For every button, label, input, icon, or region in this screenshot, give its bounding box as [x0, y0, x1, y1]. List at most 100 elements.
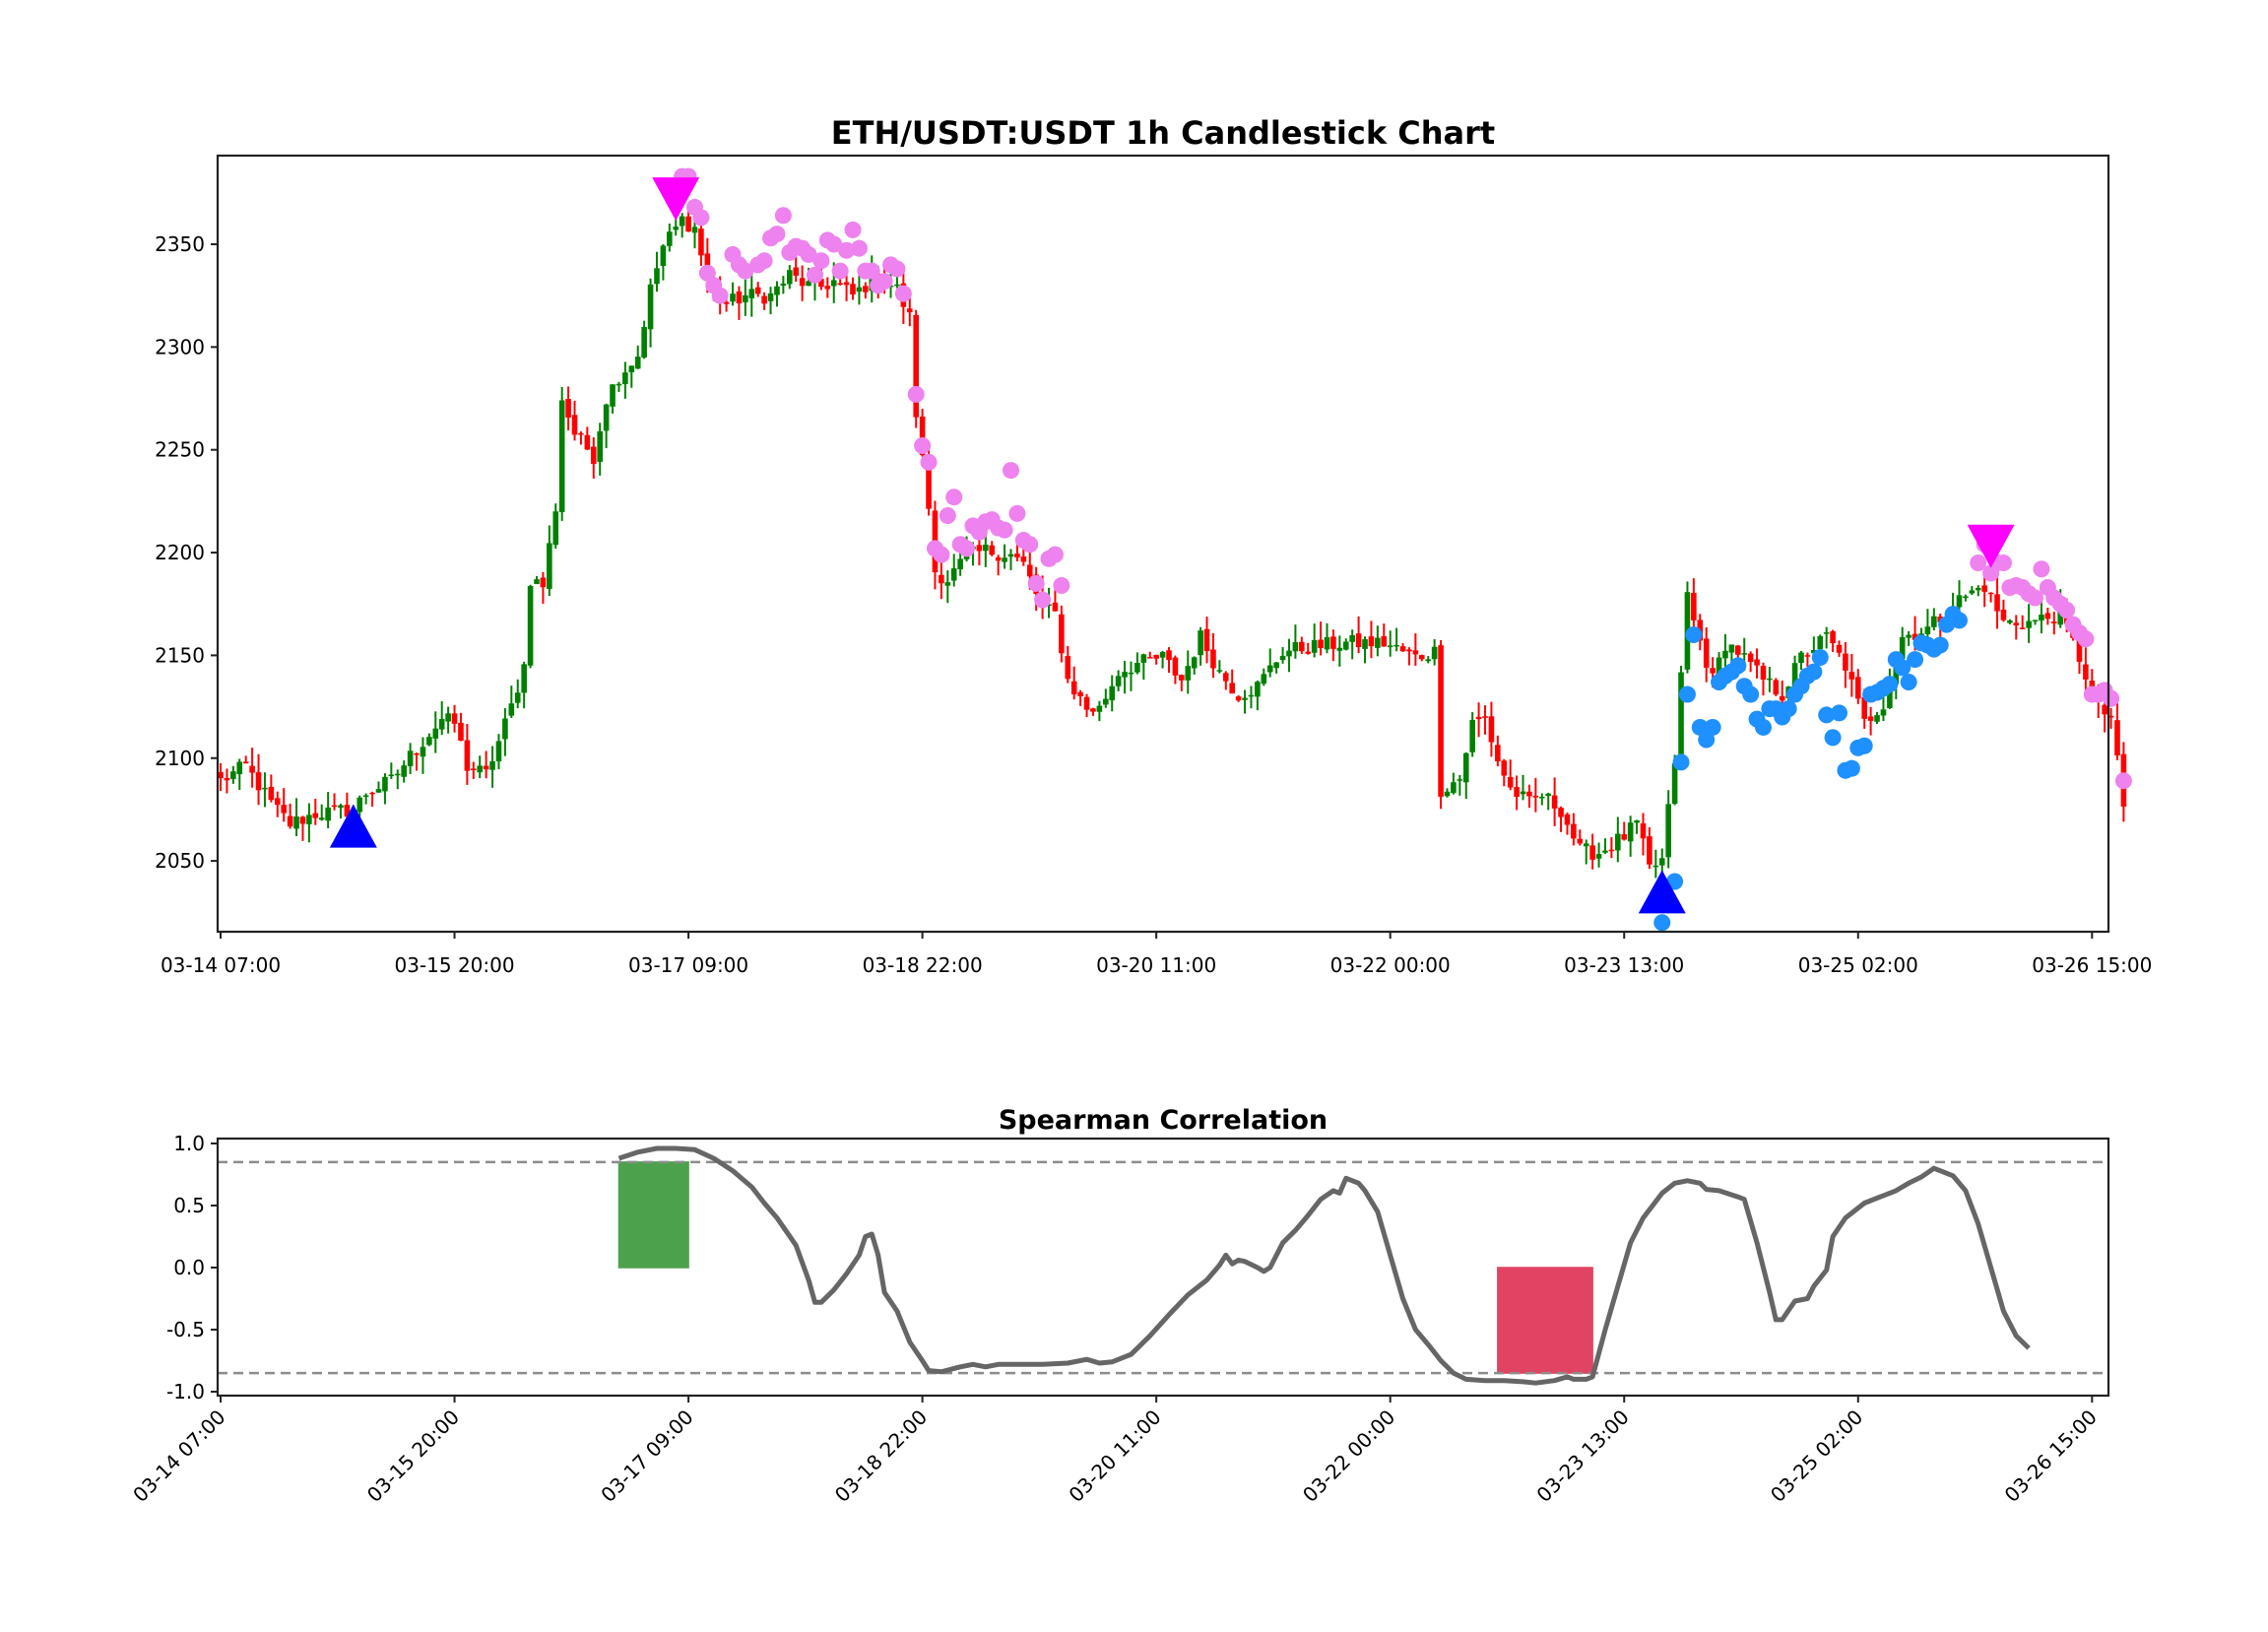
- blue-signal-dot: [1855, 737, 1873, 754]
- candle-body: [818, 279, 824, 288]
- x-tick-label: 03-20 11:00: [1096, 953, 1216, 977]
- candle-body: [1691, 592, 1697, 620]
- candle-body: [1266, 665, 1273, 673]
- candle-body: [1425, 659, 1432, 662]
- candle-body: [1798, 652, 1804, 664]
- violet-signal-dot: [863, 262, 880, 280]
- candle-body: [552, 511, 559, 546]
- candle-body: [1571, 823, 1577, 839]
- candle-body: [1488, 716, 1495, 743]
- candle-body: [1052, 602, 1059, 612]
- candle-body: [1532, 795, 1539, 798]
- candle-body: [1747, 653, 1754, 663]
- y-tick-label: 1.0: [173, 1132, 205, 1155]
- candle-body: [2013, 622, 2020, 626]
- candle-body: [1823, 632, 1830, 634]
- candle-body: [2000, 609, 2007, 620]
- blue-signal-dot: [1691, 718, 1709, 736]
- x-tick-label: 03-18 22:00: [863, 953, 983, 977]
- candle-body: [388, 774, 395, 777]
- candle-body: [1880, 709, 1887, 716]
- candle-body: [1710, 668, 1716, 674]
- candle-body: [1501, 760, 1508, 776]
- violet-signal-dot: [888, 260, 906, 278]
- candle-body: [483, 765, 489, 770]
- blue-signal-dot: [1824, 729, 1842, 747]
- blue-signal-dot: [1653, 914, 1671, 932]
- candle-body: [571, 415, 578, 435]
- candle-body: [2019, 627, 2026, 629]
- candle-body: [375, 789, 382, 793]
- candlestick-panel: ETH/USDT:USDT 1h Candlestick Chart 20502…: [155, 114, 2152, 977]
- violet-signal-dot: [1994, 554, 2012, 571]
- x-tick-label: 03-26 15:00: [2032, 953, 2152, 977]
- blue-signal-dot: [1951, 612, 1968, 629]
- candle-body: [1299, 641, 1305, 652]
- violet-signal-dot: [850, 239, 868, 257]
- candle-body: [1002, 557, 1007, 562]
- candle-body: [926, 454, 932, 509]
- candle-body: [1128, 672, 1134, 675]
- candle-body: [1462, 752, 1469, 783]
- candle-body: [824, 286, 831, 290]
- candlestick-axes-frame: [216, 154, 2110, 934]
- candle-body: [426, 737, 432, 746]
- violet-signal-dot: [831, 262, 849, 280]
- violet-signal-dot: [1046, 546, 1064, 563]
- candle-body: [1070, 681, 1077, 694]
- candle-body: [590, 446, 597, 464]
- violet-signal-dot: [825, 235, 843, 253]
- violet-signal-dot: [920, 453, 938, 471]
- candle-body: [1109, 685, 1116, 701]
- candle-body: [445, 713, 451, 722]
- candle-body: [1564, 814, 1571, 825]
- violet-signal-dot: [1003, 462, 1019, 480]
- candle-body: [489, 760, 495, 770]
- violet-signal-dot: [996, 521, 1013, 539]
- candle-body: [863, 286, 869, 293]
- x-tick-label: 03-14 07:00: [161, 953, 281, 977]
- candle-body: [249, 765, 255, 773]
- positive-correlation-region: [617, 1161, 689, 1269]
- candle-body: [255, 772, 262, 791]
- blue-signal-dot: [1900, 674, 1917, 691]
- violet-signal-dot: [1053, 576, 1070, 594]
- candle-body: [495, 741, 502, 762]
- candle-body: [1861, 696, 1867, 719]
- candle-body: [1956, 595, 1963, 608]
- candle-body: [950, 568, 957, 581]
- candle-body: [830, 280, 837, 287]
- negative-correlation-region: [1497, 1267, 1593, 1374]
- violet-signal-dot: [2033, 560, 2050, 578]
- violet-signal-dot: [800, 245, 817, 263]
- candle-body: [1210, 649, 1216, 669]
- candle-body: [268, 786, 275, 801]
- candle-body: [660, 245, 667, 266]
- blue-signal-dot: [1843, 759, 1860, 777]
- x-tick-label: 03-15 20:00: [394, 953, 514, 977]
- candle-body: [458, 722, 464, 741]
- candle-body: [584, 434, 591, 450]
- y-tick-label: 2100: [155, 747, 205, 770]
- violet-signal-dot: [1034, 591, 1052, 609]
- y-tick-label: -0.5: [166, 1318, 205, 1341]
- violet-signal-dot: [2114, 772, 2132, 790]
- candle-body: [1652, 865, 1659, 868]
- candle-body: [514, 692, 521, 703]
- candle-body: [654, 268, 660, 285]
- violet-signal-dot: [692, 209, 710, 227]
- candle-body: [1330, 636, 1336, 649]
- candle-body: [547, 543, 552, 589]
- violet-signal-dot: [812, 252, 830, 270]
- candle-body: [1438, 645, 1444, 797]
- candle-body: [698, 228, 704, 256]
- candle-body: [1342, 641, 1349, 650]
- candle-body: [464, 740, 471, 771]
- y-tick-label: 2050: [155, 849, 205, 873]
- spearman-chart-title: Spearman Correlation: [999, 1105, 1328, 1136]
- violet-signal-dot: [768, 226, 786, 243]
- violet-signal-dot: [806, 266, 823, 284]
- candle-body: [1621, 833, 1628, 840]
- candle-body: [438, 719, 445, 730]
- candle-body: [780, 283, 787, 287]
